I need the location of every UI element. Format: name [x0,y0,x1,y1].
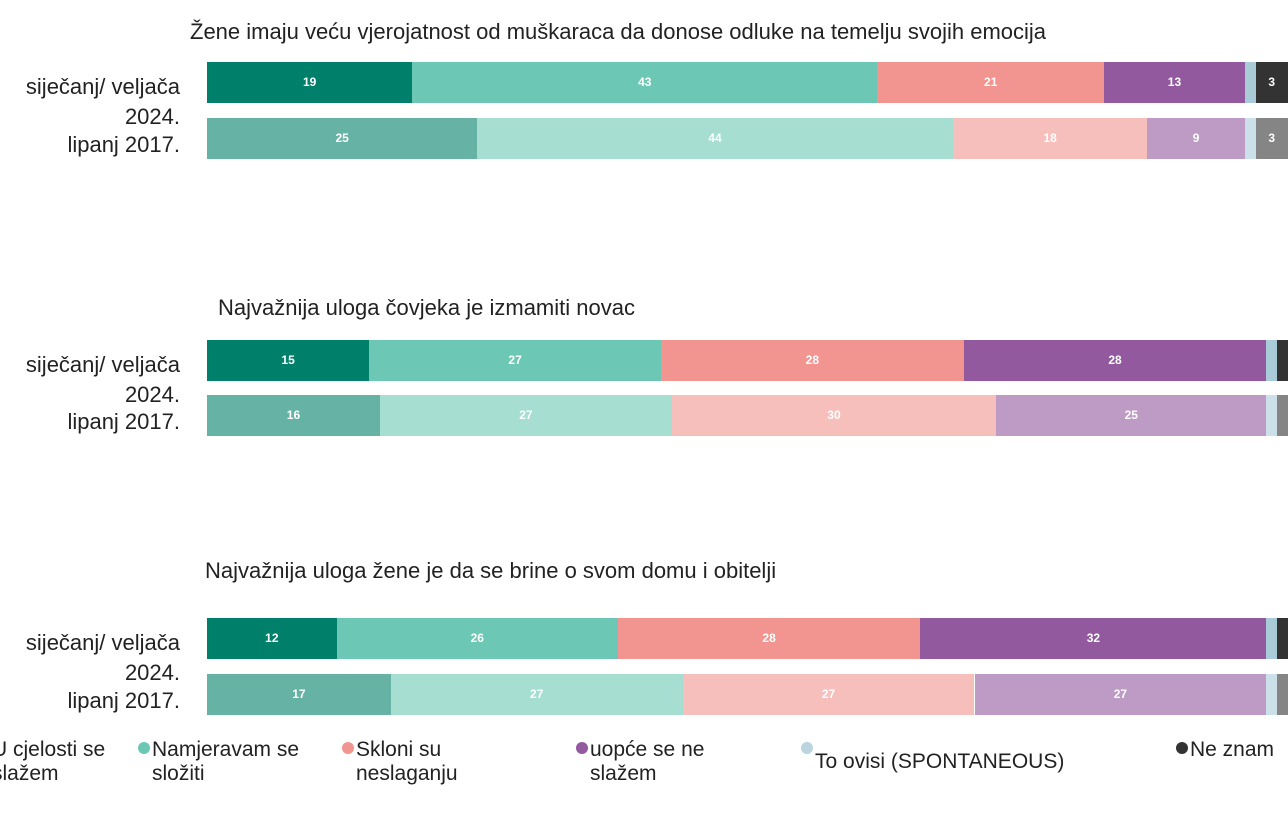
bar-segment [369,340,661,381]
chart-title: Najvažnija uloga čovjeka je izmamiti nov… [218,295,635,320]
category-label: lipanj 2017. [67,409,180,434]
value-label: 18 [1043,131,1057,145]
value-label: 27 [821,687,836,701]
value-label: 32 [1086,631,1101,645]
legend-marker [801,742,813,754]
bar-segment [1255,62,1288,103]
legend-marker [342,742,354,754]
bar-segment [336,618,618,659]
bar-segment [1147,118,1245,159]
value-label: 21 [984,75,998,89]
value-label: 25 [1124,408,1138,422]
bar-segment [682,674,975,715]
value-label: 13 [1167,75,1182,89]
chart-title: Najvažnija uloga žene je da se brine o s… [205,558,777,583]
bar-segment [1244,118,1256,159]
value-label: 43 [638,75,652,89]
legend-label: To ovisi (SPONTANEOUS) [815,750,1065,773]
value-label: 28 [1108,353,1122,367]
value-label: 28 [805,353,820,367]
bar-segment [412,62,878,103]
bar-segment [974,674,1267,715]
value-label: 19 [303,75,317,89]
value-label: 3 [1268,75,1276,89]
legend-marker [576,742,588,754]
legend-label: Namjeravam se složiti [152,738,300,785]
bar-segment [1266,618,1278,659]
value-label: 9 [1192,131,1200,145]
value-label: 27 [508,353,522,367]
value-label: 30 [827,408,841,422]
bar-segment [207,395,380,436]
bar-segment [1266,395,1278,436]
bar-segment [671,395,997,436]
category-label: siječanj/ veljača 2024. [25,352,180,407]
category-label: siječanj/ veljača 2024. [25,74,180,129]
value-label: 3 [1268,131,1276,145]
legend-label: uopće se ne slažem [590,738,705,785]
bar-segment [996,395,1267,436]
bar-segment [1266,674,1278,715]
legend-label: Skloni su neslaganju [356,738,458,785]
bar-segment [477,118,953,159]
bar-segment [207,618,337,659]
value-label: 27 [530,687,544,701]
bar-segment [877,62,1105,103]
value-label: 26 [470,631,484,645]
legend-label: Ne znam [1190,738,1275,761]
category-label: lipanj 2017. [67,688,180,713]
value-label: 27 [1113,687,1128,701]
bar-segment [207,674,391,715]
bar-segment [379,395,672,436]
bar-segment [1277,674,1288,715]
bar-segment [617,618,921,659]
category-label: siječanj/ veljača 2024. [25,630,180,685]
bar-segment [1266,340,1278,381]
bar-segment [1277,395,1288,436]
bar-segment [1277,618,1288,659]
value-label: 17 [292,687,306,701]
value-label: 12 [265,631,279,645]
value-label: 16 [286,408,301,422]
category-label: lipanj 2017. [67,132,180,157]
bar-segment [390,674,683,715]
bar-segment [1244,62,1256,103]
bar-segment [1255,118,1288,159]
legend-marker [138,742,150,754]
bar-segment [207,340,370,381]
bar-segment [661,340,964,381]
bar-segment [963,340,1267,381]
value-label: 28 [762,631,776,645]
legend-marker [1176,742,1188,754]
bar-segment [207,118,478,159]
bar-segment [920,618,1267,659]
bar-segment [1104,62,1245,103]
value-label: 27 [519,408,533,422]
bar-segment [1277,340,1288,381]
legend-label: U cjelosti se slažem [0,738,106,785]
value-label: 15 [281,353,295,367]
chart-title: Žene imaju veću vjerojatnost od muškarac… [190,19,1047,44]
bar-segment [952,118,1148,159]
value-label: 25 [335,131,349,145]
value-label: 44 [708,131,722,145]
bar-segment [207,62,413,103]
